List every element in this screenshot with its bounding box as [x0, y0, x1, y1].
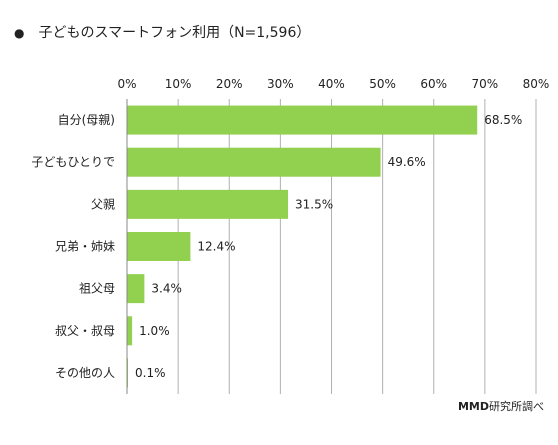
category-label: 兄弟・姉妹: [55, 239, 115, 254]
tick-label: 40%: [318, 77, 345, 91]
tick-label: 0%: [117, 77, 136, 91]
source-brand: MMD: [457, 400, 489, 413]
category-label: 叔父・叔母: [55, 324, 115, 338]
chart-title: ● 子どものスマートフォン利用（N=1,596）: [14, 22, 310, 42]
bar: [127, 232, 191, 261]
chart-title-text: 子どものスマートフォン利用（N=1,596）: [38, 25, 311, 41]
data-label: 68.5%: [484, 113, 522, 127]
bar: [127, 147, 381, 177]
data-label: 31.5%: [295, 197, 333, 211]
source-note: MMD研究所調べ: [458, 398, 544, 414]
tick-label: 70%: [472, 77, 499, 91]
labels: 0% 10% 20% 30% 40% 50% 60% 70% 80% 自分(母親) 68.5% 子ども…: [31, 77, 549, 380]
source-rest: 研究所調べ: [489, 400, 544, 413]
bar: [127, 189, 289, 219]
tick-label: 50%: [369, 77, 396, 91]
bar: [127, 105, 478, 135]
tick-label: 20%: [216, 77, 243, 91]
tick-label: 30%: [267, 77, 294, 91]
data-label: 0.1%: [135, 366, 166, 380]
category-label: 自分(母親): [58, 113, 115, 127]
bars: [127, 105, 478, 388]
tick-label: 80%: [523, 77, 550, 91]
bar: [127, 274, 145, 304]
data-label: 3.4%: [151, 282, 182, 296]
tick-label: 60%: [420, 77, 447, 91]
category-label: 父親: [91, 197, 115, 211]
tick-label: 10%: [165, 77, 192, 91]
category-label: その他の人: [55, 366, 115, 380]
bar: [127, 316, 133, 346]
category-label: 祖父母: [79, 281, 115, 296]
category-label: 子どもひとりで: [31, 155, 115, 169]
data-label: 49.6%: [388, 155, 426, 169]
data-label: 12.4%: [197, 240, 235, 254]
bullet-icon: ●: [14, 26, 25, 40]
data-label: 1.0%: [139, 324, 170, 338]
